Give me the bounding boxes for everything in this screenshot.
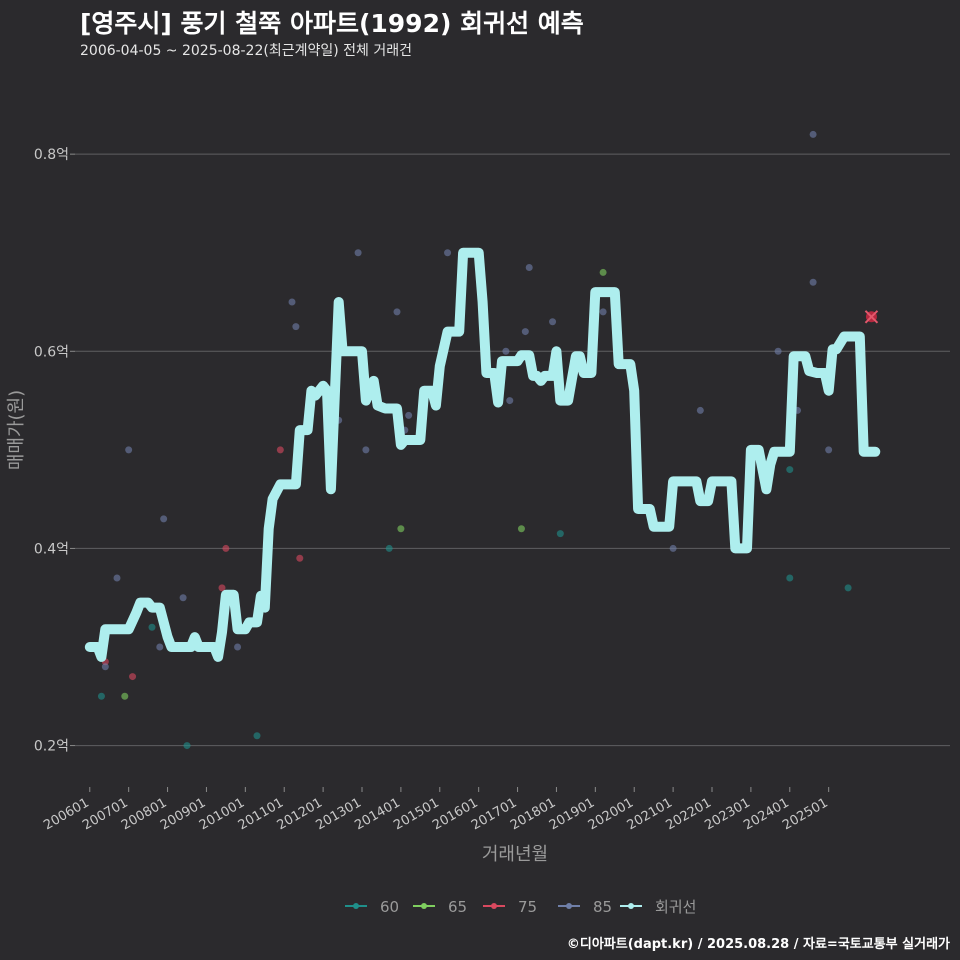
data-point-75 xyxy=(129,673,137,681)
forecast-cross-icon xyxy=(864,310,879,324)
data-point-85 xyxy=(113,574,121,582)
data-point-65 xyxy=(121,692,129,700)
legend: 60 65 75 85 회귀선 xyxy=(345,898,696,916)
data-point-85 xyxy=(354,249,362,257)
x-axis-label: 거래년월 xyxy=(482,844,548,865)
forecast-marker-group xyxy=(864,310,879,324)
data-point-85 xyxy=(669,544,677,552)
data-point-60 xyxy=(844,584,852,592)
data-point-85 xyxy=(393,308,401,316)
data-point-85 xyxy=(506,397,514,405)
scatter-points xyxy=(97,130,852,750)
data-point-75 xyxy=(296,554,304,562)
grid xyxy=(75,153,950,747)
y-tick-label: 0.2억 xyxy=(34,739,69,755)
data-point-85 xyxy=(696,406,704,414)
data-point-85 xyxy=(156,643,164,651)
data-point-60 xyxy=(786,574,794,582)
y-tick-label: 0.6억 xyxy=(34,344,69,360)
data-point-85 xyxy=(444,249,452,257)
source-footer: ©디아파트(dapt.kr) / 2025.08.28 / 자료=국토교통부 실… xyxy=(566,937,950,952)
legend-label: 65 xyxy=(448,898,467,916)
data-point-85 xyxy=(234,643,242,651)
y-axis-label: 매매가(원) xyxy=(6,390,27,470)
data-point-60 xyxy=(786,466,794,474)
data-point-85 xyxy=(160,515,168,523)
data-point-85 xyxy=(825,446,833,454)
data-point-75 xyxy=(218,584,226,592)
data-point-85 xyxy=(362,446,370,454)
data-point-85 xyxy=(405,411,413,419)
legend-label: 회귀선 xyxy=(655,898,696,916)
data-point-65 xyxy=(397,525,405,533)
legend-swatch-dot xyxy=(491,903,497,909)
data-point-75 xyxy=(222,544,230,552)
data-point-85 xyxy=(774,347,782,355)
chart-title: [영주시] 풍기 철쭉 아파트(1992) 회귀선 예측 xyxy=(80,9,584,38)
legend-swatch-dot xyxy=(353,903,359,909)
y-tick-label: 0.8억 xyxy=(34,147,69,163)
data-point-85 xyxy=(179,594,187,602)
data-point-85 xyxy=(125,446,133,454)
data-point-60 xyxy=(385,544,393,552)
data-point-65 xyxy=(599,268,607,276)
data-point-85 xyxy=(521,328,529,336)
data-point-85 xyxy=(288,298,296,306)
data-point-65 xyxy=(517,525,525,533)
legend-swatch-dot xyxy=(566,903,572,909)
data-point-75 xyxy=(276,446,284,454)
data-point-60 xyxy=(97,692,105,700)
regression-line xyxy=(84,247,881,662)
data-point-85 xyxy=(101,663,109,671)
chart-subtitle: 2006-04-05 ~ 2025-08-22(최근계약일) 전체 거래건 xyxy=(80,43,412,59)
legend-label: 85 xyxy=(593,898,612,916)
data-point-60 xyxy=(148,623,156,631)
legend-swatch-dot xyxy=(628,903,634,909)
data-point-85 xyxy=(599,308,607,316)
data-point-85 xyxy=(292,323,300,331)
y-axis: 0.2억 0.4억 0.6억 0.8억 xyxy=(34,147,75,755)
data-point-85 xyxy=(549,318,557,326)
data-point-85 xyxy=(502,347,510,355)
regression-line-group xyxy=(84,247,881,662)
data-point-60 xyxy=(183,742,191,750)
legend-swatch-dot xyxy=(421,903,427,909)
y-tick-label: 0.4억 xyxy=(34,541,69,557)
data-point-85 xyxy=(809,130,817,138)
data-point-60 xyxy=(556,530,564,538)
legend-label: 60 xyxy=(380,898,399,916)
data-point-85 xyxy=(525,264,533,271)
legend-label: 75 xyxy=(518,898,537,916)
x-axis: 2006012007012008012009012010012011012012… xyxy=(41,787,831,833)
data-point-60 xyxy=(253,732,261,740)
data-point-85 xyxy=(809,278,817,286)
x-tick-label: 202501 xyxy=(780,795,830,833)
